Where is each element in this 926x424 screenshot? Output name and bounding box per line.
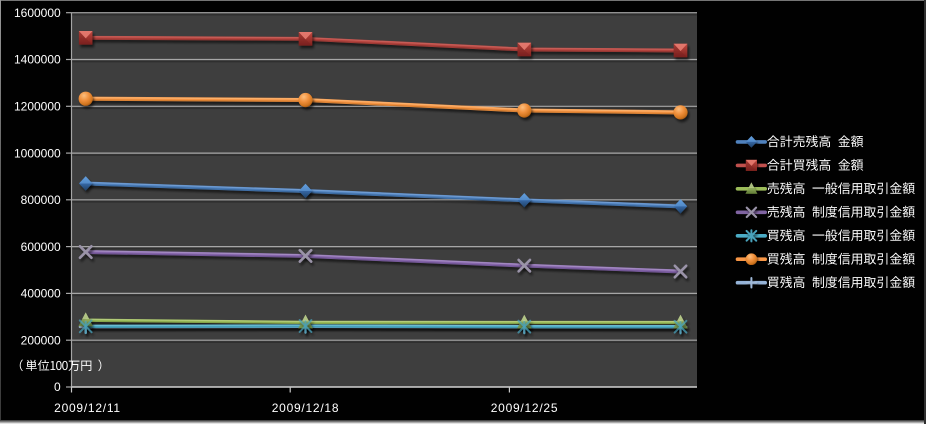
- svg-text:2009/12/11: 2009/12/11: [54, 401, 121, 415]
- svg-text:1000000: 1000000: [14, 146, 61, 160]
- svg-text:0: 0: [54, 380, 61, 394]
- svg-text:2009/12/25: 2009/12/25: [491, 401, 559, 415]
- svg-text:200000: 200000: [21, 333, 61, 347]
- svg-text:1600000: 1600000: [14, 6, 61, 20]
- svg-text:1400000: 1400000: [14, 53, 61, 67]
- svg-text:400000: 400000: [21, 287, 61, 301]
- svg-text:600000: 600000: [21, 240, 61, 254]
- svg-text:2009/12/18: 2009/12/18: [272, 401, 340, 415]
- svg-text:1200000: 1200000: [14, 100, 61, 114]
- svg-text:800000: 800000: [21, 193, 61, 207]
